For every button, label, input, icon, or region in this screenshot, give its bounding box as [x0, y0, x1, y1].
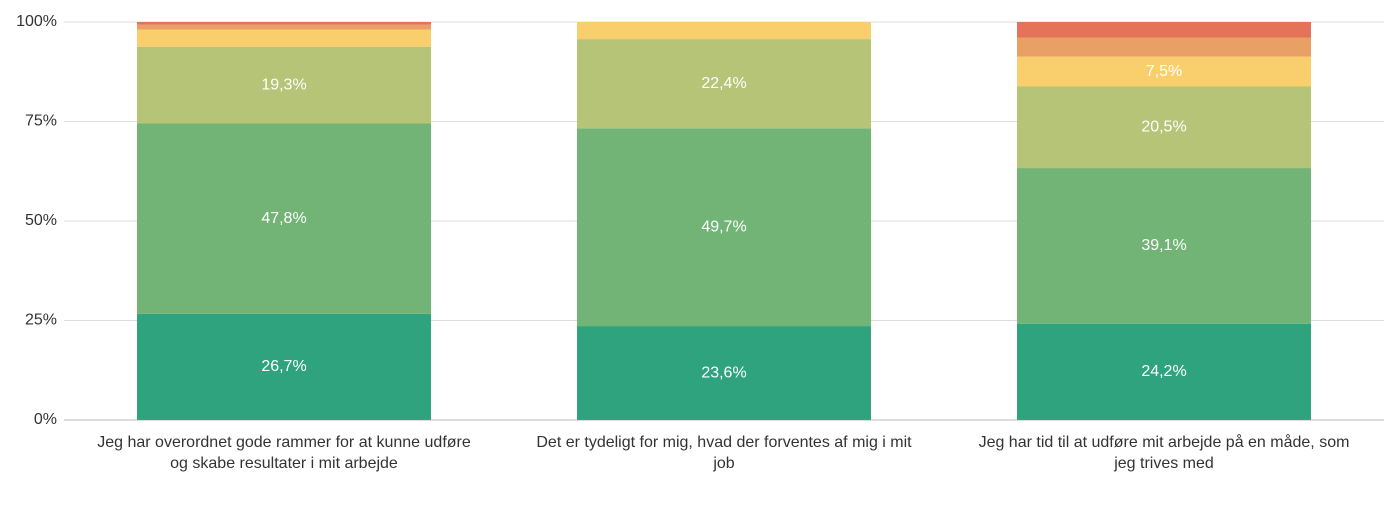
- value-label: 20,5%: [1141, 118, 1186, 135]
- y-tick-label: 25%: [25, 312, 57, 329]
- x-tick-label: Det er tydeligt for mig, hvad der forven…: [536, 434, 912, 472]
- y-tick-label: 100%: [16, 13, 57, 30]
- bar-segment: [577, 39, 871, 129]
- bar-segment: [1017, 86, 1311, 169]
- value-label: 26,7%: [261, 358, 306, 375]
- value-label: 19,3%: [261, 76, 306, 93]
- value-label: 39,1%: [1141, 237, 1186, 254]
- bar-segment: [577, 22, 871, 40]
- y-tick-label: 50%: [25, 212, 57, 229]
- bar-segment: [1017, 168, 1311, 324]
- bar-segment: [137, 22, 431, 25]
- y-tick-label: 75%: [25, 113, 57, 130]
- bar-segment: [1017, 37, 1311, 57]
- bar-segment: [137, 313, 431, 420]
- bar-segment: [137, 24, 431, 30]
- y-tick-label: 0%: [34, 411, 57, 428]
- value-label: 7,5%: [1146, 63, 1182, 80]
- x-tick-label: Jeg har tid til at udføre mit arbejde på…: [978, 434, 1350, 472]
- bar-segment: [1017, 323, 1311, 420]
- value-label: 24,2%: [1141, 363, 1186, 380]
- bar-segment: [137, 123, 431, 314]
- value-label: 49,7%: [701, 218, 746, 235]
- bar-segment: [1017, 22, 1311, 38]
- value-label: 47,8%: [261, 210, 306, 227]
- value-label: 22,4%: [701, 75, 746, 92]
- value-label: 23,6%: [701, 364, 746, 381]
- bar-segment: [577, 128, 871, 327]
- bar-segment: [137, 29, 431, 47]
- bar-segment: [1017, 56, 1311, 87]
- bar-segment: [137, 46, 431, 124]
- bar-segment: [577, 326, 871, 420]
- x-tick-label: Jeg har overordnet gode rammer for at ku…: [97, 434, 471, 472]
